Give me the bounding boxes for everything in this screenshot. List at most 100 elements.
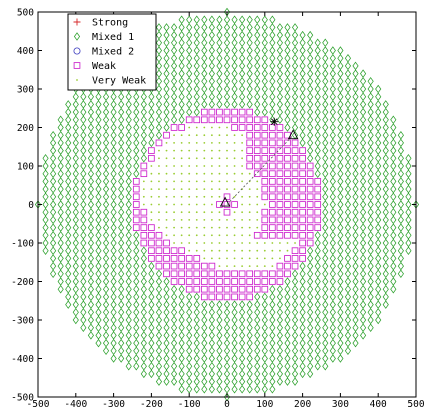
mixed-1-point [178, 15, 185, 24]
mixed-1-point [352, 69, 359, 78]
mixed-1-point [261, 84, 268, 94]
mixed-1-point [87, 130, 94, 140]
weak-point [185, 255, 193, 262]
mixed-1-point [178, 107, 185, 117]
very-weak-point [218, 226, 221, 229]
mixed-1-point [102, 346, 110, 356]
mixed-1-point [140, 323, 147, 332]
mixed-1-point [148, 323, 155, 332]
mixed-1-point [223, 61, 231, 71]
mixed-1-point [307, 115, 314, 125]
mixed-1-point [352, 292, 359, 302]
weak-point [269, 147, 276, 154]
weak-point [208, 278, 216, 285]
very-weak-point [173, 180, 175, 183]
mixed-1-point [95, 331, 102, 340]
mixed-1-point [163, 53, 170, 63]
weak-point [200, 285, 208, 293]
mixed-1-point [390, 169, 397, 178]
mixed-1-point [337, 200, 344, 209]
mixed-1-point [307, 284, 314, 294]
mixed-1-point [110, 184, 117, 194]
very-weak-point [165, 226, 168, 229]
mixed-1-point [314, 61, 321, 71]
mixed-1-point [375, 261, 382, 271]
mixed-1-point [125, 354, 132, 363]
mixed-1-point [223, 346, 231, 356]
mixed-1-point [193, 292, 200, 302]
mixed-1-point [337, 61, 344, 71]
mixed-1-point [87, 300, 94, 309]
mixed-1-point [57, 169, 64, 178]
mixed-1-point [299, 331, 306, 340]
mixed-1-point [42, 177, 49, 186]
mixed-1-point [125, 308, 132, 317]
mixed-1-point [80, 254, 87, 263]
mixed-1-point [80, 300, 87, 309]
mixed-1-point [239, 23, 246, 32]
mixed-1-point [95, 184, 102, 194]
mixed-1-point [397, 138, 404, 148]
mixed-1-point [390, 200, 397, 209]
mixed-1-point [110, 207, 117, 217]
mixed-1-point [72, 284, 79, 294]
mixed-1-point [375, 292, 382, 302]
mixed-1-point [390, 207, 397, 217]
very-weak-point [165, 149, 168, 152]
mixed-1-point [344, 338, 352, 348]
weak-point [140, 208, 148, 216]
mixed-1-point [352, 161, 359, 171]
very-weak-point [210, 165, 213, 167]
mixed-1-point [352, 323, 359, 332]
mixed-1-point [65, 169, 72, 178]
mixed-1-point [110, 277, 117, 286]
very-weak-point [286, 242, 289, 244]
very-weak-point [263, 249, 266, 252]
mixed-1-point [367, 115, 374, 125]
mixed-1-point [337, 238, 344, 248]
mixed-1-point [57, 238, 64, 248]
mixed-1-point [382, 192, 389, 202]
mixed-1-point [314, 323, 321, 332]
mixed-1-point [322, 61, 329, 71]
mixed-1-point [57, 277, 64, 286]
mixed-1-point [80, 238, 87, 248]
mixed-1-point [284, 115, 291, 125]
weak-point [132, 178, 140, 185]
mixed-1-point [329, 84, 336, 94]
mixed-1-point [186, 92, 193, 101]
mixed-1-point [118, 277, 125, 286]
mixed-1-point [344, 84, 352, 94]
weak-point [231, 201, 238, 208]
very-weak-point [188, 165, 191, 167]
mixed-1-point [337, 231, 344, 240]
mixed-1-point [87, 161, 94, 171]
mixed-1-point [102, 300, 110, 309]
mixed-1-point [118, 100, 125, 109]
mixed-1-point [102, 207, 110, 217]
mixed-1-point [390, 215, 397, 225]
mixed-1-point [133, 269, 140, 279]
weak-point [246, 139, 254, 147]
mixed-1-point [87, 238, 94, 248]
mixed-1-point [223, 323, 231, 332]
mixed-1-point [344, 238, 352, 248]
weak-point [299, 154, 306, 162]
very-weak-point [180, 172, 183, 175]
mixed-1-point [239, 69, 246, 78]
mixed-1-point [322, 46, 329, 55]
mixed-1-point [201, 361, 208, 371]
mixed-1-point [80, 92, 87, 101]
weak-point [284, 216, 291, 224]
y-tick-label: 400 [17, 46, 34, 57]
mixed-1-point [390, 284, 397, 294]
mixed-1-point [102, 146, 110, 155]
mixed-1-point [352, 300, 359, 309]
mixed-1-point [133, 346, 140, 356]
very-weak-point [241, 180, 244, 183]
mixed-1-point [329, 169, 336, 178]
mixed-1-point [375, 238, 382, 248]
mixed-1-point [269, 100, 276, 109]
mixed-1-point [193, 77, 200, 86]
